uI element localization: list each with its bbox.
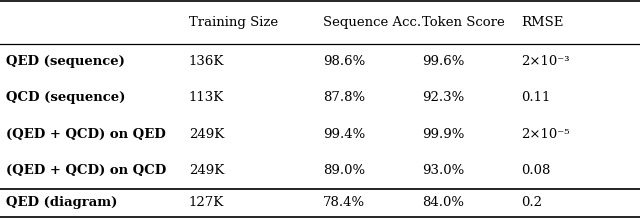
Text: 0.11: 0.11	[522, 92, 551, 104]
Text: 99.4%: 99.4%	[323, 128, 365, 141]
Text: 93.0%: 93.0%	[422, 164, 465, 177]
Text: Token Score: Token Score	[422, 16, 505, 29]
Text: 2×10⁻³: 2×10⁻³	[522, 55, 570, 68]
Text: 249K: 249K	[189, 164, 224, 177]
Text: 87.8%: 87.8%	[323, 92, 365, 104]
Text: 98.6%: 98.6%	[323, 55, 365, 68]
Text: 99.6%: 99.6%	[422, 55, 465, 68]
Text: 0.2: 0.2	[522, 196, 543, 209]
Text: 89.0%: 89.0%	[323, 164, 365, 177]
Text: RMSE: RMSE	[522, 16, 564, 29]
Text: 127K: 127K	[189, 196, 224, 209]
Text: 113K: 113K	[189, 92, 224, 104]
Text: QED (diagram): QED (diagram)	[6, 196, 118, 209]
Text: (QED + QCD) on QED: (QED + QCD) on QED	[6, 128, 166, 141]
Text: 2×10⁻⁵: 2×10⁻⁵	[522, 128, 570, 141]
Text: 78.4%: 78.4%	[323, 196, 365, 209]
Text: (QED + QCD) on QCD: (QED + QCD) on QCD	[6, 164, 166, 177]
Text: QED (sequence): QED (sequence)	[6, 55, 125, 68]
Text: QCD (sequence): QCD (sequence)	[6, 92, 126, 104]
Text: 84.0%: 84.0%	[422, 196, 465, 209]
Text: 0.08: 0.08	[522, 164, 551, 177]
Text: Sequence Acc.: Sequence Acc.	[323, 16, 421, 29]
Text: 92.3%: 92.3%	[422, 92, 465, 104]
Text: 249K: 249K	[189, 128, 224, 141]
Text: 136K: 136K	[189, 55, 224, 68]
Text: 99.9%: 99.9%	[422, 128, 465, 141]
Text: Training Size: Training Size	[189, 16, 278, 29]
